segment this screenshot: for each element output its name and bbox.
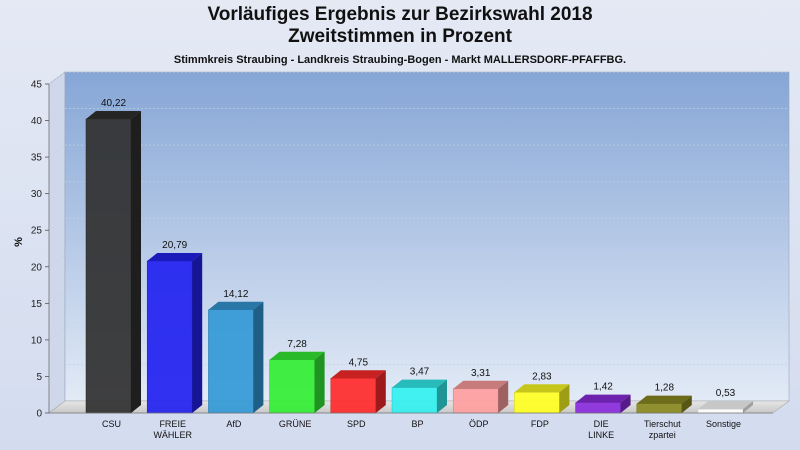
category-label: ÖDP [469, 419, 489, 429]
bar-top [575, 394, 631, 403]
gridline-wall [48, 217, 66, 231]
bar-die-linke [575, 402, 621, 414]
category-label: Tierschut zpartei [644, 419, 681, 440]
y-tick-label: 10 [31, 335, 43, 346]
data-label: 2,83 [532, 371, 552, 382]
y-axis-label: % [13, 237, 25, 247]
y-tick-label: 30 [31, 189, 43, 200]
bar-bp [391, 387, 438, 414]
bar-top [514, 384, 570, 393]
bar-spd [330, 378, 377, 414]
data-label: 7,28 [287, 339, 307, 350]
gridline-wall [48, 71, 66, 85]
bar-side [681, 395, 692, 413]
y-tick-label: 25 [31, 226, 43, 237]
x-axis: CSU FREIE WÄHLER AfD GRÜNE SPD BP ÖDP FDP DIE LINK… [49, 412, 773, 440]
bar-top [330, 370, 386, 379]
category-label: GRÜNE [279, 419, 312, 429]
gridline-wall [48, 144, 66, 158]
category-label: AfD [226, 419, 242, 429]
bar-grüne [269, 359, 315, 414]
bar-top [86, 110, 141, 119]
gridline-wall [48, 327, 66, 341]
y-tick-label: 20 [31, 262, 43, 273]
bar-top [208, 301, 264, 310]
bar-csu [85, 118, 132, 414]
gridline-wall [48, 291, 66, 304]
data-label: 14,12 [223, 289, 248, 300]
bar-side [620, 394, 631, 413]
bar-top [269, 351, 325, 360]
bar-top [636, 395, 692, 404]
bar-freie-wähler [146, 260, 193, 414]
bar-sonstige [697, 408, 744, 414]
category-label: FREIE WÄHLER [153, 419, 192, 440]
category-label: BP [411, 419, 423, 429]
bar-side [131, 110, 141, 413]
category-label: SPD [347, 419, 366, 429]
bar-ödp [452, 388, 499, 414]
y-tick-label: 35 [31, 153, 43, 164]
bar-side [375, 370, 386, 413]
y-tick-label: 0 [36, 409, 42, 420]
gridline-wall [48, 254, 66, 268]
bar-fdp [514, 392, 560, 414]
bar-side [314, 351, 325, 413]
data-label: 40,22 [101, 98, 126, 109]
gridline-wall [48, 364, 66, 377]
bar-series: 40,22 20,79 14,12 7,28 4,75 3,47 3,31 2,83 1,42 1… [85, 98, 753, 414]
category-label: CSU [102, 419, 121, 429]
gridline-wall [48, 181, 66, 194]
bar-side [253, 301, 264, 413]
chart-title: Vorläufiges Ergebnis zur Bezirkswahl 201… [0, 4, 800, 48]
data-label: 3,47 [410, 367, 430, 378]
bar-top [698, 401, 753, 410]
chart-title-line2: Zweitstimmen in Prozent [288, 26, 512, 47]
bar-tierschutzpartei [636, 403, 683, 414]
bar-side [498, 380, 509, 413]
y-tick-label: 15 [31, 299, 43, 310]
data-label: 4,75 [349, 357, 369, 368]
bar-side [559, 384, 570, 413]
category-label: DIE LINKE [588, 419, 614, 440]
y-tick-label: 45 [31, 80, 43, 91]
chart-subtitle: Stimmkreis Straubing - Landkreis Straubi… [173, 54, 627, 66]
y-axis: 0 5 10 15 20 25 30 35 40 45% [13, 80, 50, 420]
data-label: 1,28 [655, 383, 675, 394]
bar-top [147, 253, 203, 262]
bar-side [192, 253, 203, 413]
data-label: 20,79 [162, 240, 187, 251]
bar-top [392, 379, 447, 388]
data-label: 3,31 [471, 368, 491, 379]
bar-afd [208, 309, 254, 414]
category-label: Sonstige [706, 419, 741, 429]
y-tick-label: 40 [31, 116, 43, 127]
data-label: 1,42 [593, 382, 613, 393]
data-label: 0,53 [716, 388, 736, 399]
category-label: FDP [531, 419, 549, 429]
left-wall [48, 71, 66, 414]
bar-side [743, 401, 753, 413]
bar-side [437, 379, 447, 413]
y-tick-label: 5 [36, 372, 42, 383]
chart-title-line1: Vorläufiges Ergebnis zur Bezirkswahl 201… [207, 4, 593, 25]
gridline-wall [48, 108, 66, 121]
bar-top [453, 380, 509, 389]
